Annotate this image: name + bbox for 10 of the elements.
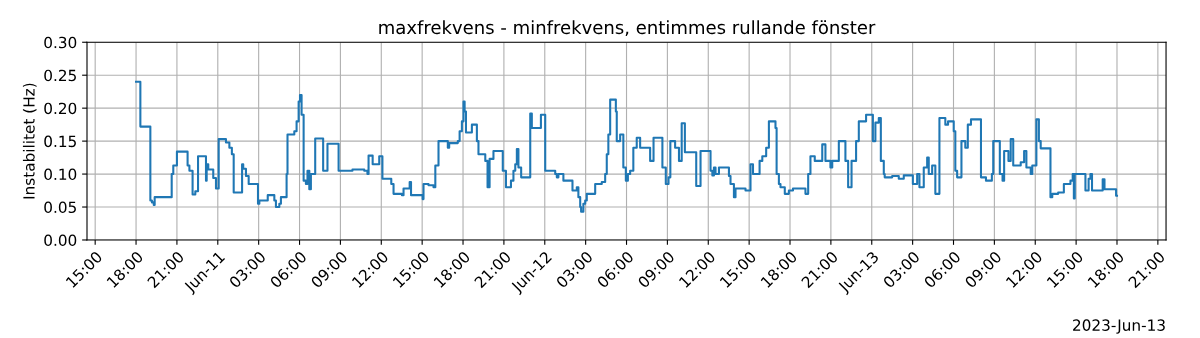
- y-axis-title: Instabilitet (Hz): [22, 83, 37, 199]
- text: 2023-Jun-13: [1073, 319, 1165, 334]
- y-tick-label: 0.25: [44, 69, 76, 82]
- chart-title: maxfrekvens - minfrekvens, entimmes rullande fönster: [379, 20, 876, 37]
- y-tick-label: 0.20: [44, 102, 77, 115]
- y-tick-label: 0.05: [44, 201, 76, 214]
- y-tick-label: 0.15: [44, 135, 76, 148]
- y-tick-label: 0.00: [44, 234, 77, 246]
- y-tick-label: 0.30: [44, 36, 77, 49]
- y-tick-label: 0.10: [44, 168, 77, 181]
